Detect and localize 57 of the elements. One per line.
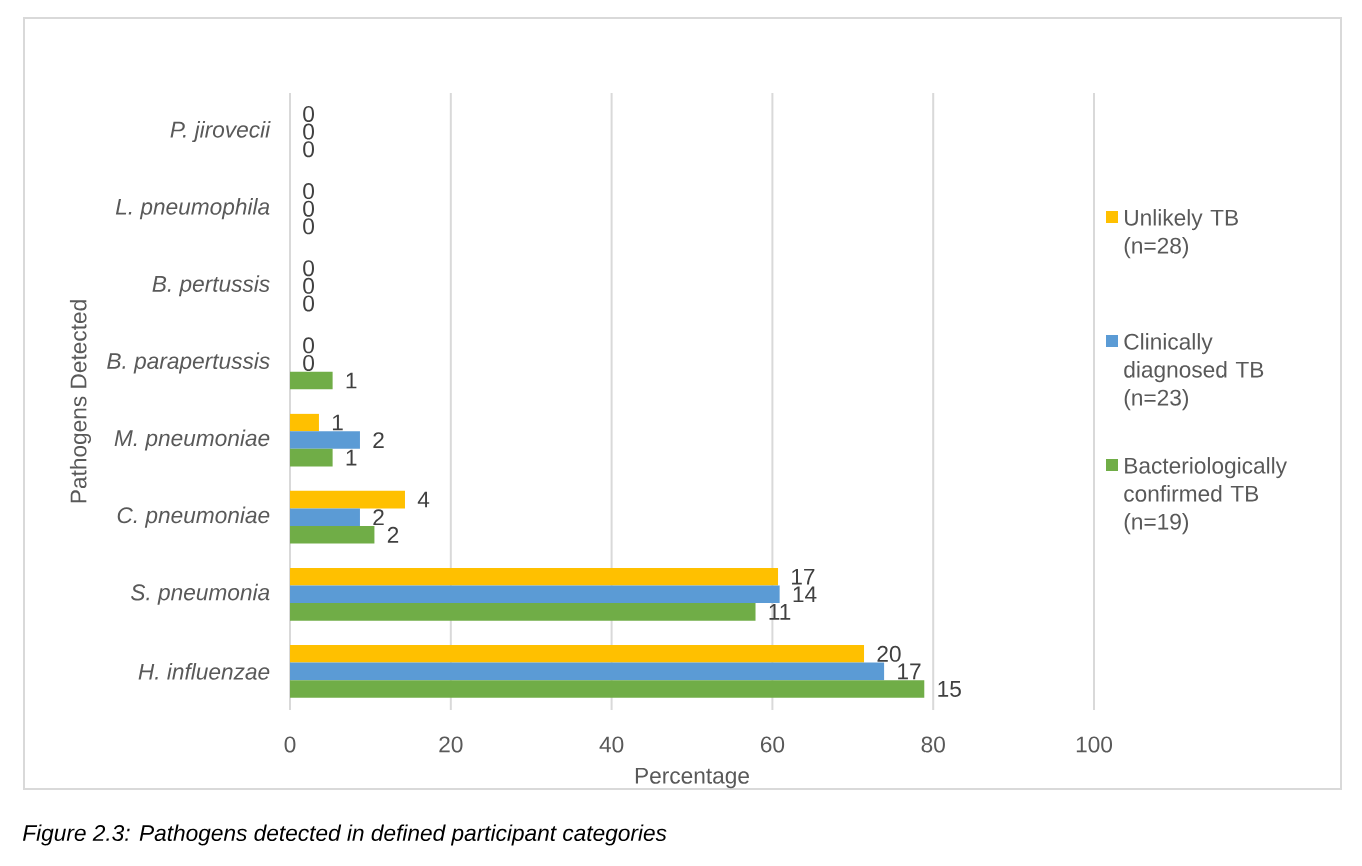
annotation: 1 bbox=[346, 449, 357, 466]
annotation: 0 bbox=[303, 295, 315, 312]
x-tick-label: 100 bbox=[1076, 736, 1113, 753]
bar bbox=[290, 431, 360, 449]
annotation: 0 bbox=[303, 105, 315, 122]
annotation: 2 bbox=[373, 509, 384, 526]
caption: Figure 2.3: Pathogens detected in defined participant categories bbox=[22, 824, 667, 846]
annotation: 11 bbox=[769, 604, 791, 620]
y-tick-label: H. influenzae bbox=[138, 663, 270, 680]
annotation: 0 bbox=[303, 218, 315, 235]
x-tick-label: 40 bbox=[599, 736, 624, 753]
annotation: 2 bbox=[387, 526, 399, 543]
bar bbox=[290, 525, 375, 544]
annotation: 0 bbox=[303, 141, 315, 158]
annotation: 17 bbox=[898, 663, 921, 680]
y-tick-label: L. pneumophila bbox=[115, 198, 270, 220]
y-tick-label: M. pneumoniae bbox=[114, 429, 270, 451]
annotation: 2 bbox=[373, 432, 384, 448]
legend-label: Clinically diagnosed TB (n=23) bbox=[1124, 333, 1264, 411]
annotation: 15 bbox=[938, 681, 961, 697]
y-tick-label: B. pertussis bbox=[152, 275, 270, 297]
annotation: 0 bbox=[303, 183, 315, 200]
annotation: 0 bbox=[303, 123, 315, 140]
bar bbox=[290, 490, 405, 509]
y-tick-label: C. pneumoniae bbox=[117, 506, 270, 528]
x-axis-title: Percentage bbox=[635, 767, 749, 789]
bar bbox=[290, 603, 756, 621]
y-axis-title: Pathogens Detected bbox=[69, 300, 92, 503]
y-tick-label: S. pneumonia bbox=[130, 583, 270, 605]
annotation: 0 bbox=[303, 277, 315, 294]
bar bbox=[290, 413, 319, 432]
annotation: 0 bbox=[303, 337, 315, 354]
annotation: 0 bbox=[303, 354, 315, 371]
bar bbox=[290, 662, 885, 681]
bar bbox=[290, 680, 925, 698]
bar bbox=[290, 567, 779, 586]
legend-label: Unlikely TB (n=28) bbox=[1124, 209, 1238, 259]
annotation: 1 bbox=[346, 372, 357, 389]
bar bbox=[290, 448, 333, 467]
annotation: 4 bbox=[417, 491, 430, 508]
annotation: 1 bbox=[332, 414, 343, 431]
x-tick-label: 20 bbox=[439, 736, 463, 753]
bar bbox=[290, 645, 865, 663]
bar bbox=[290, 371, 333, 390]
x-tick-label: 60 bbox=[760, 736, 785, 753]
annotation: 0 bbox=[303, 200, 315, 217]
y-tick-label: P. jirovecii bbox=[170, 121, 271, 143]
bar bbox=[290, 585, 780, 604]
x-tick-label: 80 bbox=[921, 736, 945, 753]
annotation: 20 bbox=[877, 645, 901, 662]
annotation: 0 bbox=[303, 260, 315, 277]
annotation: 14 bbox=[793, 586, 817, 603]
y-tick-label: B. parapertussis bbox=[107, 352, 270, 374]
bar bbox=[290, 508, 360, 526]
x-tick-label: 0 bbox=[284, 736, 296, 753]
legend-label: Bacteriologically confirmed TB (n=19) bbox=[1124, 457, 1287, 535]
annotation: 17 bbox=[792, 568, 815, 585]
